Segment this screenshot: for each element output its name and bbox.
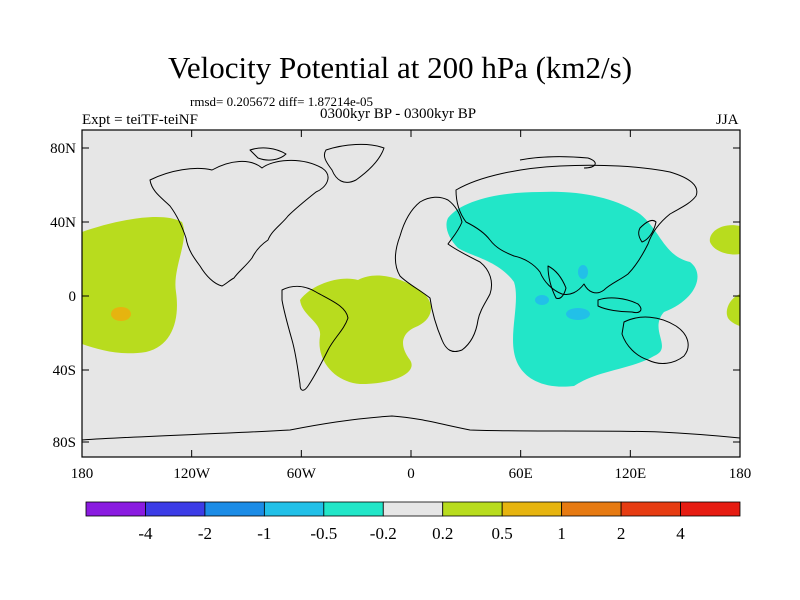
colorbar-swatch bbox=[561, 501, 622, 517]
neg-strong-patch-2 bbox=[535, 295, 549, 305]
lat-tick-label: 40N bbox=[50, 215, 76, 231]
colorbar-label: 4 bbox=[676, 524, 685, 543]
colorbar-swatch bbox=[145, 501, 206, 517]
positive-region-pacific bbox=[82, 216, 185, 354]
colorbar-swatch bbox=[85, 501, 146, 517]
lon-tick-label: 180 bbox=[729, 466, 752, 482]
axis-ticks: 80N 40N 0 40S 80S 180 120W 60W 0 60E 120E 180 bbox=[50, 130, 751, 482]
colorbar-label: -1 bbox=[257, 524, 271, 543]
positive-region-dateline-bottom bbox=[726, 294, 740, 326]
neg-strong-patch-1 bbox=[566, 308, 590, 320]
colorbar-swatch bbox=[323, 501, 384, 517]
experiment-label: Expt = teiTF-teiNF bbox=[82, 112, 198, 128]
coast-europe-africa bbox=[395, 196, 493, 353]
coast-greenland bbox=[323, 143, 385, 183]
lon-tick-label: 120W bbox=[173, 466, 211, 482]
period-label: 0300kyr BP - 0300kyr BP bbox=[320, 106, 477, 122]
colorbar-swatch bbox=[204, 501, 265, 517]
pos-strong-patch bbox=[111, 307, 131, 321]
colorbar-label: 0.2 bbox=[432, 524, 453, 543]
lon-tick-label: 180 bbox=[71, 466, 94, 482]
lat-tick-label: 80S bbox=[53, 435, 76, 451]
colorbar: -4 -2 -1 -0.5 -0.2 0.2 0.5 1 2 4 bbox=[85, 501, 741, 543]
coast-north-america bbox=[149, 159, 329, 287]
lon-tick-label: 60W bbox=[287, 466, 317, 482]
colorbar-label: 2 bbox=[617, 524, 626, 543]
coast-south-america bbox=[281, 285, 349, 391]
lon-tick-label: 0 bbox=[407, 466, 415, 482]
coast-siberia-north bbox=[519, 156, 596, 169]
colorbar-label: -0.2 bbox=[370, 524, 397, 543]
colorbar-label: 1 bbox=[557, 524, 566, 543]
coast-japan bbox=[638, 219, 657, 243]
colorbar-swatch bbox=[263, 501, 325, 517]
lat-tick-label: 0 bbox=[69, 289, 77, 305]
lat-tick-label: 40S bbox=[53, 363, 76, 379]
colorbar-label: -4 bbox=[138, 524, 153, 543]
season-label: JJA bbox=[716, 112, 739, 128]
coast-india bbox=[547, 265, 567, 299]
colorbar-swatch bbox=[620, 501, 681, 517]
lon-tick-label: 120E bbox=[614, 466, 646, 482]
coast-arctic-islands bbox=[249, 147, 287, 161]
colorbar-swatch bbox=[501, 501, 563, 517]
coast-antarctica bbox=[82, 415, 740, 441]
lat-tick-label: 80N bbox=[50, 141, 76, 157]
colorbar-swatch bbox=[442, 501, 503, 517]
coastlines bbox=[82, 143, 740, 441]
positive-region-dateline-top bbox=[709, 225, 740, 255]
colorbar-swatch bbox=[382, 501, 444, 517]
colorbar-label: 0.5 bbox=[492, 524, 513, 543]
lon-tick-label: 60E bbox=[509, 466, 533, 482]
negative-region-asia-indian bbox=[446, 191, 698, 387]
stats-label: rmsd= 0.205672 diff= 1.87214e-05 bbox=[190, 94, 374, 109]
map-title: Velocity Potential at 200 hPa (km2/s) bbox=[167, 50, 633, 85]
positive-region-atlantic bbox=[300, 275, 432, 384]
coast-indonesia bbox=[597, 297, 642, 313]
coast-asia bbox=[455, 164, 698, 295]
colorbar-swatch bbox=[680, 501, 741, 517]
colorbar-label: -0.5 bbox=[310, 524, 337, 543]
contour-fields bbox=[82, 191, 740, 387]
neg-strong-patch-3 bbox=[578, 265, 588, 279]
coast-australia bbox=[621, 316, 689, 364]
colorbar-label: -2 bbox=[198, 524, 212, 543]
